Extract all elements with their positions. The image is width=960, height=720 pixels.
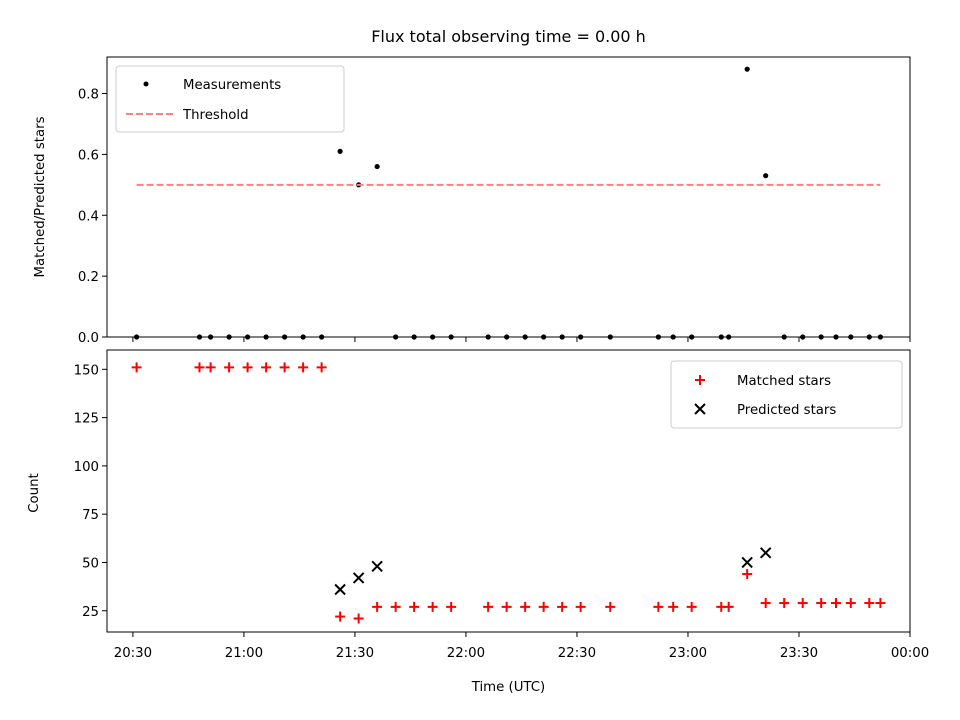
matched-star-point bbox=[668, 601, 679, 612]
bottom-y-tick-label: 150 bbox=[74, 363, 99, 378]
legend-marker-measurements bbox=[143, 81, 149, 87]
matched-star-point bbox=[864, 598, 875, 609]
legend-label-threshold: Threshold bbox=[182, 108, 249, 123]
predicted-star-point bbox=[352, 572, 365, 584]
top-y-tick-label: 0.2 bbox=[78, 270, 99, 285]
counts-panel: Count Time (UTC) 25 50 75 100 125 150 20:30 21… bbox=[27, 349, 929, 695]
matched-star-point bbox=[520, 601, 531, 612]
top-y-tick-label: 0.0 bbox=[78, 331, 99, 346]
top-legend-box bbox=[115, 65, 345, 133]
matched-star-point bbox=[335, 611, 346, 622]
matched-star-point bbox=[279, 362, 290, 373]
matched-star-point bbox=[261, 362, 272, 373]
matched-star-point bbox=[446, 601, 457, 612]
matched-star-point bbox=[845, 598, 856, 609]
matched-star-point bbox=[653, 601, 664, 612]
matched-star-point bbox=[779, 598, 790, 609]
bottom-x-tick-label: 20:30 bbox=[114, 646, 152, 661]
predicted-star-stroke-b bbox=[352, 572, 365, 584]
bottom-x-tick-label: 23:30 bbox=[780, 646, 818, 661]
legend-marker-predicted bbox=[694, 403, 706, 415]
predicted-star-stroke-b bbox=[334, 583, 346, 596]
predicted-star-point bbox=[334, 583, 346, 596]
matched-star-point bbox=[816, 598, 827, 609]
matched-star-point bbox=[686, 601, 697, 612]
top-y-tick-label: 0.8 bbox=[78, 88, 99, 103]
bottom-y-tick-label: 50 bbox=[82, 556, 99, 571]
measurement-point bbox=[763, 173, 769, 179]
matched-star-point bbox=[390, 601, 401, 612]
matched-star-point bbox=[298, 362, 309, 373]
matched-star-point bbox=[242, 362, 253, 373]
top-y-axis-label: Matched/Predicted stars bbox=[33, 116, 48, 277]
bottom-axes-frame bbox=[106, 349, 911, 633]
matched-star-point bbox=[742, 569, 753, 580]
bottom-y-tick-label: 100 bbox=[74, 460, 99, 475]
matched-star-point bbox=[131, 362, 142, 373]
bottom-y-tick-label: 75 bbox=[82, 508, 99, 523]
matched-star-point bbox=[797, 598, 808, 609]
measurement-point bbox=[744, 66, 750, 72]
bottom-y-ticks: 25 50 75 100 125 150 bbox=[74, 363, 107, 620]
matched-star-point bbox=[538, 601, 549, 612]
bottom-legend: Matched stars Predicted stars bbox=[670, 360, 903, 429]
predicted-star-point bbox=[371, 560, 383, 573]
bottom-x-tick-label: 22:00 bbox=[447, 646, 485, 661]
legend-label-measurements: Measurements bbox=[183, 78, 281, 93]
matched-star-point bbox=[501, 601, 512, 612]
matched-star-point bbox=[372, 601, 383, 612]
bottom-x-tick-label: 21:00 bbox=[225, 646, 263, 661]
legend-label-matched: Matched stars bbox=[737, 374, 831, 389]
top-legend: Measurements Threshold bbox=[115, 65, 345, 133]
matched-star-point bbox=[605, 601, 616, 612]
legend-marker-matched bbox=[695, 375, 705, 385]
matched-star-point bbox=[224, 362, 235, 373]
predicted-star-stroke-b bbox=[759, 547, 772, 559]
bottom-x-ticks: 20:30 21:00 21:30 22:00 22:30 23:00 23:30 00:00 bbox=[114, 632, 929, 661]
bottom-y-tick-label: 25 bbox=[82, 605, 99, 620]
top-axes-frame bbox=[106, 56, 911, 338]
matched-star-point bbox=[557, 601, 568, 612]
top-y-tick-label: 0.6 bbox=[78, 148, 99, 163]
matched-star-point bbox=[194, 362, 205, 373]
bottom-x-tick-label: 22:30 bbox=[558, 646, 596, 661]
matched-star-point bbox=[760, 598, 771, 609]
matched-star-point bbox=[316, 362, 327, 373]
matched-star-point bbox=[575, 601, 586, 612]
predicted-star-point bbox=[741, 556, 753, 569]
matched-star-point bbox=[205, 362, 216, 373]
bottom-y-tick-label: 125 bbox=[74, 412, 99, 427]
bottom-plot-area bbox=[131, 362, 886, 624]
predicted-star-stroke-b bbox=[741, 556, 753, 569]
matched-star-point bbox=[483, 601, 494, 612]
matched-star-point bbox=[723, 601, 734, 612]
predicted-star-stroke-b bbox=[371, 560, 383, 573]
measurement-point bbox=[374, 163, 380, 170]
bottom-x-tick-label: 23:00 bbox=[669, 646, 707, 661]
chart-title: Flux total observing time = 0.00 h bbox=[371, 27, 646, 46]
ratio-panel: Flux total observing time = 0.00 h Match… bbox=[33, 27, 911, 346]
bottom-x-tick-label: 21:30 bbox=[336, 646, 374, 661]
bottom-legend-box bbox=[670, 360, 903, 429]
matched-star-point bbox=[875, 598, 886, 609]
matched-star-point bbox=[830, 598, 841, 609]
top-y-tick-label: 0.4 bbox=[78, 209, 99, 224]
matched-star-point bbox=[353, 613, 364, 624]
top-x-ticks bbox=[132, 337, 911, 342]
legend-label-predicted: Predicted stars bbox=[737, 403, 836, 418]
bottom-y-axis-label: Count bbox=[27, 473, 42, 513]
bottom-x-tick-label: 00:00 bbox=[891, 646, 929, 661]
top-y-ticks: 0.0 0.2 0.4 0.6 0.8 bbox=[78, 88, 107, 346]
x-axis-label: Time (UTC) bbox=[471, 680, 546, 695]
matched-star-point bbox=[427, 601, 438, 612]
predicted-star-point bbox=[759, 547, 772, 559]
measurement-point bbox=[337, 148, 343, 154]
matched-star-point bbox=[409, 601, 420, 612]
